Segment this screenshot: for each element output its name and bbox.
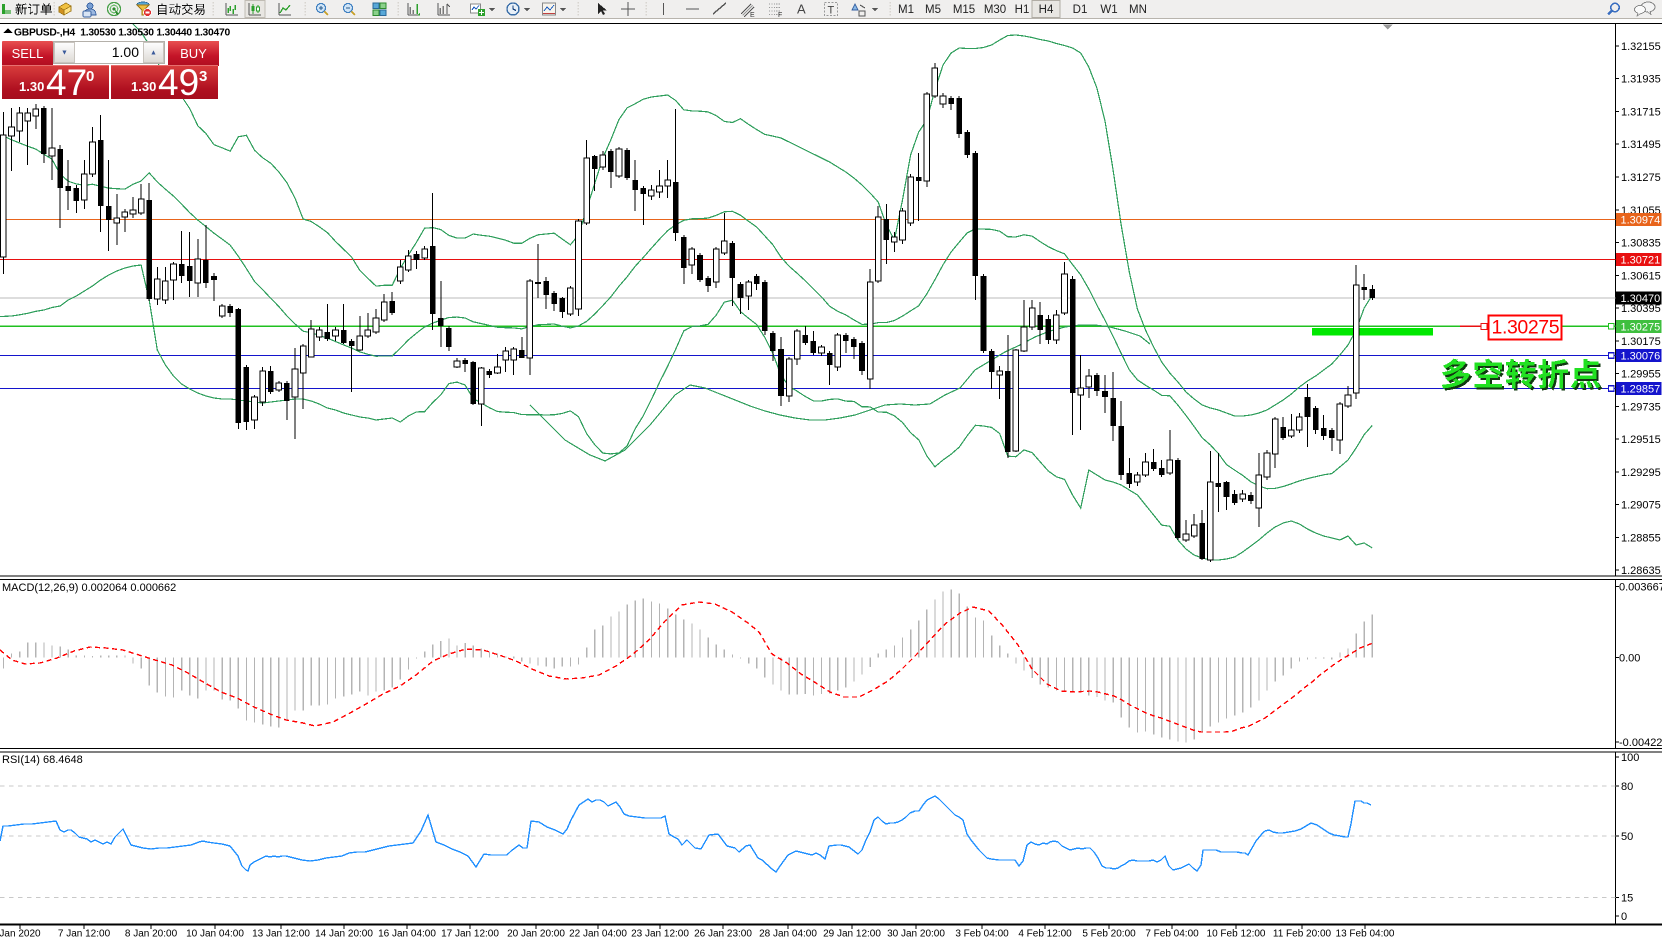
svg-text:0.00: 0.00 xyxy=(1619,652,1640,664)
svg-text:1.30175: 1.30175 xyxy=(1621,336,1661,348)
svg-text:MN: MN xyxy=(1129,4,1147,16)
svg-text:0.003667: 0.003667 xyxy=(1619,581,1662,593)
svg-text:1.30275: 1.30275 xyxy=(1492,317,1560,339)
svg-text:M1: M1 xyxy=(898,4,914,16)
svg-text:80: 80 xyxy=(1621,781,1633,793)
svg-text:1.28855: 1.28855 xyxy=(1621,533,1661,545)
svg-text:26 Jan 23:00: 26 Jan 23:00 xyxy=(694,929,752,940)
svg-text:1.31495: 1.31495 xyxy=(1621,139,1661,151)
svg-text:1.32155: 1.32155 xyxy=(1621,41,1661,53)
svg-text:H1: H1 xyxy=(1015,4,1030,16)
svg-text:13 Jan 12:00: 13 Jan 12:00 xyxy=(252,929,310,940)
svg-text:T: T xyxy=(828,5,835,17)
svg-text:1.29515: 1.29515 xyxy=(1621,434,1661,446)
svg-text:15: 15 xyxy=(1621,893,1633,905)
svg-text:1.30835: 1.30835 xyxy=(1621,238,1661,250)
svg-text:23 Jan 12:00: 23 Jan 12:00 xyxy=(631,929,689,940)
svg-text:1.30076: 1.30076 xyxy=(1621,351,1661,363)
svg-text:M15: M15 xyxy=(953,4,975,16)
svg-text:1.29295: 1.29295 xyxy=(1621,467,1661,479)
svg-text:17 Jan 12:00: 17 Jan 12:00 xyxy=(441,929,499,940)
svg-text:1.29955: 1.29955 xyxy=(1621,369,1661,381)
svg-text:Jan 2020: Jan 2020 xyxy=(0,929,41,940)
svg-text:0: 0 xyxy=(1621,911,1627,923)
svg-text:30 Jan 20:00: 30 Jan 20:00 xyxy=(887,929,945,940)
svg-text:1.29857: 1.29857 xyxy=(1621,384,1661,396)
svg-text:7 Jan 12:00: 7 Jan 12:00 xyxy=(58,929,111,940)
svg-text:F: F xyxy=(778,12,782,19)
svg-text:10 Jan 04:00: 10 Jan 04:00 xyxy=(186,929,244,940)
svg-text:M30: M30 xyxy=(984,4,1006,16)
svg-text:20 Jan 20:00: 20 Jan 20:00 xyxy=(507,929,565,940)
svg-text:10 Feb 12:00: 10 Feb 12:00 xyxy=(1207,929,1266,940)
svg-text:GBPUSD-,H4 1.30530 1.30530 1.: GBPUSD-,H4 1.30530 1.30530 1.30440 1.304… xyxy=(14,28,230,39)
svg-text:13 Feb 04:00: 13 Feb 04:00 xyxy=(1336,929,1395,940)
svg-text:22 Jan 04:00: 22 Jan 04:00 xyxy=(569,929,627,940)
svg-text:3 Feb 04:00: 3 Feb 04:00 xyxy=(955,929,1009,940)
svg-text:W1: W1 xyxy=(1100,4,1117,16)
svg-text:1.30395: 1.30395 xyxy=(1621,303,1661,315)
svg-text:A: A xyxy=(797,2,806,17)
svg-text:1.31715: 1.31715 xyxy=(1621,106,1661,118)
svg-text:100: 100 xyxy=(1621,752,1639,764)
svg-text:E: E xyxy=(750,12,755,19)
svg-text:7 Feb 04:00: 7 Feb 04:00 xyxy=(1145,929,1199,940)
svg-text:1.28635: 1.28635 xyxy=(1621,565,1661,577)
svg-text:5 Feb 20:00: 5 Feb 20:00 xyxy=(1082,929,1136,940)
svg-text:1.30721: 1.30721 xyxy=(1621,255,1661,267)
svg-text:8 Jan 20:00: 8 Jan 20:00 xyxy=(125,929,178,940)
svg-text:M5: M5 xyxy=(925,4,941,16)
svg-text:1.29735: 1.29735 xyxy=(1621,401,1661,413)
svg-text:1.31275: 1.31275 xyxy=(1621,172,1661,184)
svg-text:11 Feb 20:00: 11 Feb 20:00 xyxy=(1273,929,1332,940)
svg-text:1.30615: 1.30615 xyxy=(1621,270,1661,282)
svg-text:-0.00422: -0.00422 xyxy=(1619,737,1662,749)
svg-text:D1: D1 xyxy=(1073,4,1088,16)
svg-text:1.30470: 1.30470 xyxy=(1621,293,1661,305)
svg-text:MACD(12,26,9) 0.002064 0.00066: MACD(12,26,9) 0.002064 0.000662 xyxy=(2,582,176,594)
svg-text:50: 50 xyxy=(1621,831,1633,843)
svg-text:1.30275: 1.30275 xyxy=(1621,321,1661,333)
svg-text:RSI(14) 68.4648: RSI(14) 68.4648 xyxy=(2,754,83,766)
svg-text:H4: H4 xyxy=(1039,4,1054,16)
svg-text:29 Jan 12:00: 29 Jan 12:00 xyxy=(823,929,881,940)
svg-text:1.30974: 1.30974 xyxy=(1621,215,1661,227)
svg-text:1.29075: 1.29075 xyxy=(1621,500,1661,512)
svg-text:4 Feb 12:00: 4 Feb 12:00 xyxy=(1018,929,1072,940)
svg-text:1.31935: 1.31935 xyxy=(1621,74,1661,86)
svg-text:14 Jan 20:00: 14 Jan 20:00 xyxy=(315,929,373,940)
svg-text:16 Jan 04:00: 16 Jan 04:00 xyxy=(378,929,436,940)
svg-text:28 Jan 04:00: 28 Jan 04:00 xyxy=(759,929,817,940)
